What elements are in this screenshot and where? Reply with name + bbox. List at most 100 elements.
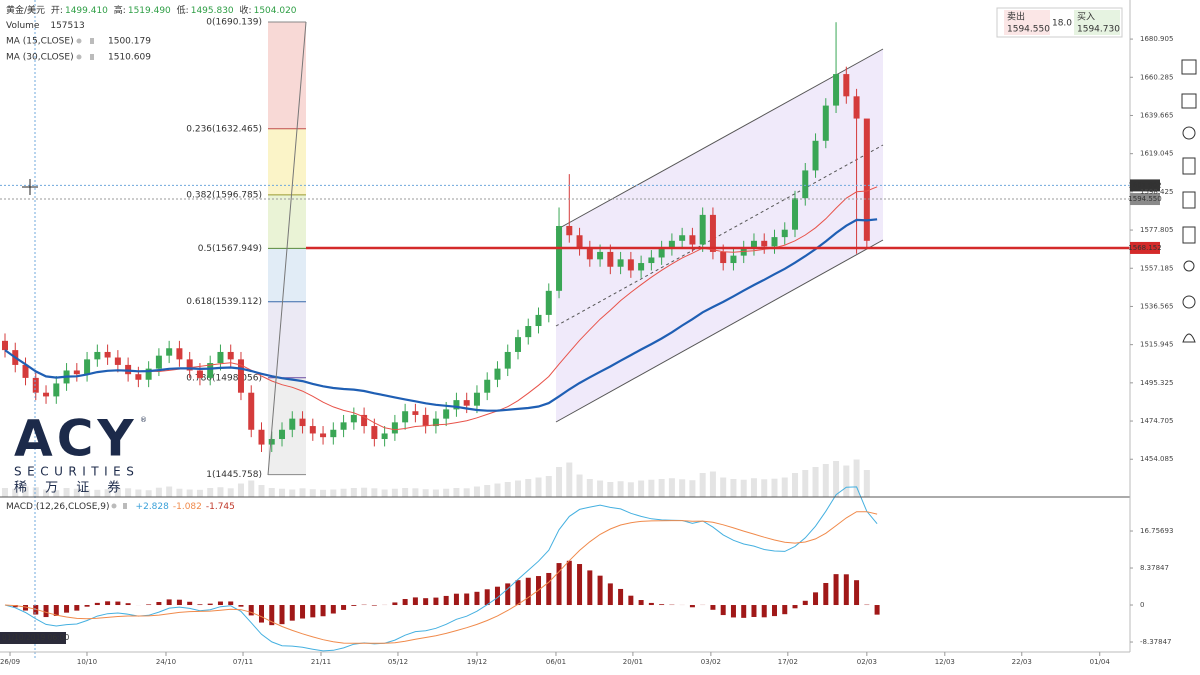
macd-histogram-bar [310, 605, 316, 618]
toolbar [1181, 59, 1197, 343]
volume-bar [566, 462, 573, 497]
x-tick-label: 10/10 [77, 658, 97, 666]
x-tick-label: 17/02 [778, 658, 798, 666]
tool-icon[interactable] [1181, 93, 1197, 109]
macd-histogram-bar [64, 605, 70, 613]
volume-bar [576, 474, 583, 497]
volume-bar [268, 488, 275, 497]
candle-body [627, 259, 634, 271]
tool-icon[interactable] [1182, 126, 1196, 140]
volume-bar [843, 465, 850, 497]
macd-histogram-bar [792, 605, 798, 609]
sell-button[interactable] [1004, 10, 1050, 35]
macd-histogram-bar [597, 575, 603, 606]
macd-histogram-bar [546, 572, 552, 606]
volume-bar [63, 488, 70, 497]
candle-body [781, 229, 788, 238]
fib-label: 0(1690.139) [206, 17, 262, 27]
ma-settings-icon [76, 54, 82, 60]
candle-body [196, 370, 203, 378]
macd-histogram-bar [638, 600, 644, 606]
y-tick-label: 1474.705 [1140, 417, 1173, 425]
volume-bar [627, 482, 634, 497]
plot [0, 22, 1130, 652]
macd-title: MACD (12,26,CLOSE,9) [6, 502, 110, 512]
macd-histogram-bar [710, 605, 716, 610]
macd-histogram-bar [146, 604, 152, 606]
tool-icon[interactable] [1181, 59, 1197, 75]
candle-body [166, 348, 173, 356]
tool-icon[interactable] [1182, 157, 1196, 175]
candle-body [391, 422, 398, 434]
candle-body [504, 351, 511, 369]
macd-y-tick-label: 16.75693 [1140, 527, 1173, 535]
macd-histogram-bar [659, 604, 665, 606]
tool-icon[interactable] [1182, 333, 1196, 343]
volume-bar [125, 488, 132, 497]
crosshair-time-tag [0, 632, 66, 644]
candle-body [597, 251, 604, 260]
macd-histogram-bar [330, 605, 336, 614]
price-line-tag [1130, 241, 1160, 254]
macd-histogram-bar [761, 605, 767, 618]
volume-bar [556, 467, 563, 497]
volume-bar [792, 473, 799, 497]
macd-histogram-bar [771, 605, 777, 617]
macd-histogram-bar [187, 601, 193, 606]
volume-bar [699, 473, 706, 497]
volume-bar [709, 471, 716, 497]
candle-body [1, 340, 8, 351]
tool-icon[interactable] [1182, 295, 1196, 309]
macd-histogram-bar [464, 593, 470, 606]
logo-line2: 稀 万 证 券 [14, 480, 127, 496]
ohlc-legend: 黄金/美元 开: 1499.410 高: 1519.490 低: 1495.830 收… [6, 4, 297, 16]
tool-icon[interactable] [1183, 260, 1195, 272]
volume-bar [114, 488, 121, 497]
macd-value: -1.082 [173, 502, 202, 512]
fib-band [268, 301, 306, 378]
tool-icon[interactable] [1182, 191, 1196, 209]
volume-bar [771, 478, 778, 497]
candle-body [94, 351, 101, 360]
macd-histogram-bar [843, 574, 849, 606]
candle-body [22, 364, 29, 378]
macd-histogram-bar [566, 560, 572, 606]
candle-body [853, 96, 860, 119]
candle-body [104, 351, 111, 358]
macd-histogram-bar [238, 605, 244, 607]
volume-bar [258, 485, 265, 497]
macd-histogram-bar [607, 583, 613, 606]
ohlc-value: 1519.490 [128, 6, 171, 16]
order-panel[interactable]: 卖出 1594.550 18.0 买入 1594.730 [996, 7, 1123, 38]
volume-bar [648, 479, 655, 497]
volume-bar [186, 489, 193, 497]
volume-bar [750, 478, 757, 497]
candle-body [268, 439, 275, 445]
macd-histogram-bar [628, 595, 634, 606]
candle-body [186, 359, 193, 371]
volume-bar [658, 479, 665, 497]
macd-histogram-bar [156, 602, 162, 606]
volume-bar [94, 489, 101, 497]
ohlc-value: 1499.410 [65, 6, 108, 16]
tool-icon[interactable] [1182, 226, 1196, 244]
volume-bar [361, 487, 368, 497]
ohlc-label: 高: [114, 4, 126, 16]
buy-button[interactable] [1074, 10, 1120, 35]
fib-band [268, 194, 306, 249]
candle-body [299, 418, 306, 427]
x-tick-label: 19/12 [467, 658, 487, 666]
macd-y-tick-label: 0 [1140, 601, 1144, 609]
macd-histogram-bar [505, 583, 511, 606]
candle-body [155, 355, 162, 369]
candle-body [709, 214, 716, 252]
macd-y-tick-label: 8.37847 [1140, 564, 1169, 572]
candle-body [227, 351, 234, 360]
channel-upper [555, 48, 884, 231]
y-tick-label: 1660.285 [1140, 73, 1173, 81]
crosshair-time: 01/10/2019 06:00 [2, 633, 69, 642]
macd-histogram-bar [289, 605, 295, 621]
crosshair-cursor [22, 179, 38, 195]
volume-bar [586, 479, 593, 497]
candle-body [730, 255, 737, 264]
